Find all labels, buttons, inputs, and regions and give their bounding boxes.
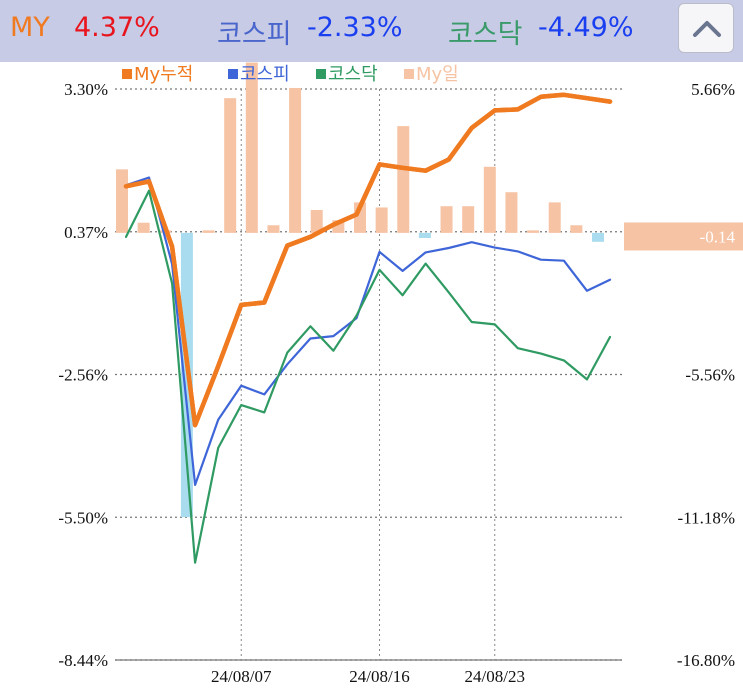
series-line-my-cumulative <box>123 92 613 428</box>
bar <box>137 222 150 233</box>
bar <box>592 232 604 242</box>
x-axis-tick-label: 24/08/23 <box>465 667 525 686</box>
summary-header: MY 4.37% 코스피 -2.33% 코스닥 -4.49% <box>0 0 743 62</box>
legend-label: My누적 <box>134 64 193 85</box>
bar <box>462 206 475 233</box>
series-line <box>124 176 612 486</box>
bar <box>116 169 128 233</box>
bar <box>375 207 388 233</box>
right-axis-tick-label: -5.56% <box>685 366 735 385</box>
right-axis-tick-label: -11.18% <box>678 508 735 527</box>
x-axis-tick-label: 24/08/07 <box>211 667 272 686</box>
left-axis-tick-label: -8.44% <box>58 651 108 670</box>
legend-swatch <box>404 69 414 79</box>
right-axis-tick-label: -16.80% <box>677 651 735 670</box>
kospi-return-value: -2.33% <box>307 12 403 43</box>
legend-label: 코스피 <box>240 64 290 85</box>
bar <box>245 62 258 233</box>
legend-swatch <box>228 69 238 79</box>
legend: My누적 코스피 코스닥 My일 <box>122 64 459 85</box>
bar <box>418 232 431 238</box>
right-axis-tick-label: 5.66% <box>691 80 735 99</box>
bar <box>224 98 237 233</box>
my-label: MY <box>10 12 50 43</box>
left-axis-tick-label: -2.56% <box>58 366 108 385</box>
my-return-value: 4.37% <box>74 12 160 43</box>
bar <box>548 202 561 233</box>
bar <box>505 192 518 233</box>
bar <box>310 210 323 233</box>
legend-label: 코스닥 <box>328 64 378 85</box>
collapse-button[interactable] <box>678 3 734 53</box>
x-axis-tick-label: 24/08/16 <box>349 667 409 686</box>
bar <box>267 225 280 233</box>
left-axis-tick-label: -5.50% <box>58 508 108 527</box>
chevron-up-icon <box>693 21 721 37</box>
legend-swatch <box>316 69 326 79</box>
bar <box>440 206 453 233</box>
bar <box>202 230 215 233</box>
bar <box>527 230 540 233</box>
left-axis-tick-label: 3.30% <box>64 80 108 99</box>
kosdaq-return-value: -4.49% <box>538 12 634 43</box>
legend-swatch <box>122 69 132 79</box>
series-line <box>124 189 612 564</box>
kospi-label: 코스피 <box>217 19 292 50</box>
series-line <box>123 92 613 428</box>
legend-label: My일 <box>416 64 459 85</box>
kosdaq-label: 코스닥 <box>448 19 523 50</box>
bar <box>397 126 410 233</box>
last-value-tag <box>624 222 743 251</box>
left-axis-tick-label: 0.37% <box>64 223 108 242</box>
bar <box>289 87 302 233</box>
bar <box>570 225 583 233</box>
last-value-tag-text: -0.14 <box>700 227 736 246</box>
bar <box>483 166 496 233</box>
